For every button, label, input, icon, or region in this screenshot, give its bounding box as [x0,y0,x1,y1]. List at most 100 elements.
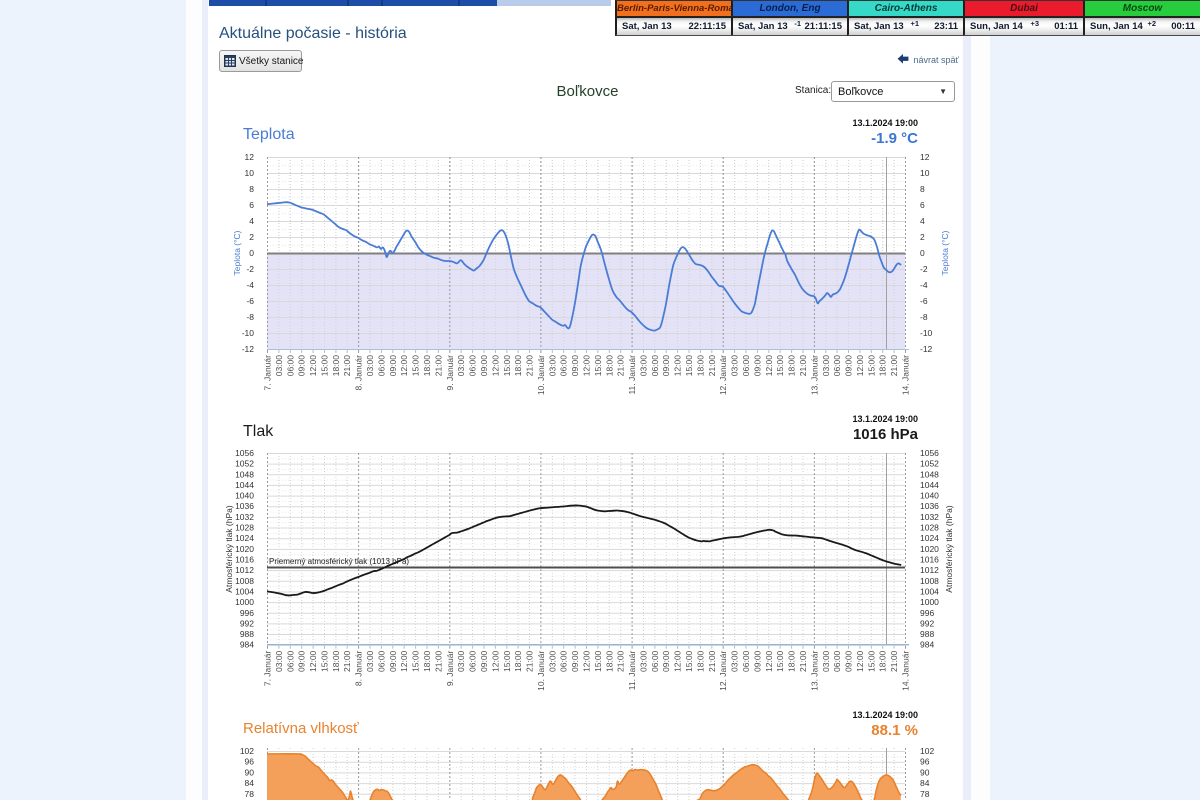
svg-text:1040: 1040 [920,491,939,501]
svg-text:03:00: 03:00 [274,355,284,377]
svg-text:84: 84 [245,778,255,788]
svg-text:21:00: 21:00 [889,355,899,377]
svg-text:09:00: 09:00 [479,650,489,672]
svg-text:0: 0 [249,248,254,258]
svg-text:-6: -6 [246,296,254,306]
svg-text:13. Január: 13. Január [809,651,819,691]
svg-text:15:00: 15:00 [593,650,603,672]
svg-text:18:00: 18:00 [695,650,705,672]
svg-text:13. Január: 13. Január [809,355,819,395]
svg-text:18:00: 18:00 [331,355,341,377]
svg-text:1032: 1032 [235,512,254,522]
svg-text:4: 4 [920,216,925,226]
svg-text:6: 6 [920,200,925,210]
svg-text:10: 10 [920,168,930,178]
svg-text:06:00: 06:00 [559,355,569,377]
svg-text:1020: 1020 [920,544,939,554]
svg-text:03:00: 03:00 [547,650,557,672]
svg-text:-4: -4 [920,280,928,290]
svg-text:21:00: 21:00 [525,355,535,377]
svg-text:12:00: 12:00 [673,355,683,377]
svg-text:03:00: 03:00 [365,355,375,377]
svg-text:1036: 1036 [235,501,254,511]
svg-text:15:00: 15:00 [593,355,603,377]
svg-text:12. Január: 12. Január [718,355,728,395]
svg-text:1040: 1040 [235,491,254,501]
svg-text:15:00: 15:00 [775,650,785,672]
svg-text:Teplota (°C): Teplota (°C) [232,230,242,275]
svg-text:1020: 1020 [235,544,254,554]
svg-text:15:00: 15:00 [320,650,330,672]
svg-text:21:00: 21:00 [707,650,717,672]
svg-text:2: 2 [249,232,254,242]
svg-text:1024: 1024 [235,533,254,543]
svg-text:09:00: 09:00 [388,650,398,672]
svg-text:8: 8 [249,184,254,194]
svg-text:03:00: 03:00 [639,650,649,672]
svg-text:7. Január: 7. Január [263,355,273,391]
svg-text:10. Január: 10. Január [536,355,546,395]
svg-text:12:00: 12:00 [490,355,500,377]
svg-text:15:00: 15:00 [775,355,785,377]
svg-text:06:00: 06:00 [468,650,478,672]
svg-text:09:00: 09:00 [297,355,307,377]
svg-text:06:00: 06:00 [285,650,295,672]
svg-text:1016: 1016 [235,555,254,565]
svg-text:03:00: 03:00 [730,650,740,672]
svg-text:78: 78 [245,789,255,799]
svg-text:03:00: 03:00 [821,650,831,672]
svg-text:102: 102 [240,746,254,756]
svg-text:15:00: 15:00 [502,650,512,672]
svg-text:1024: 1024 [920,533,939,543]
svg-text:-2: -2 [246,264,254,274]
svg-text:21:00: 21:00 [707,355,717,377]
svg-text:12:00: 12:00 [764,650,774,672]
svg-text:09:00: 09:00 [752,355,762,377]
svg-text:06:00: 06:00 [376,650,386,672]
svg-text:12: 12 [245,152,255,162]
svg-text:15:00: 15:00 [866,650,876,672]
svg-text:-8: -8 [920,312,928,322]
svg-text:03:00: 03:00 [456,650,466,672]
svg-text:09:00: 09:00 [388,355,398,377]
svg-text:15:00: 15:00 [411,355,421,377]
svg-text:-10: -10 [242,328,255,338]
svg-text:06:00: 06:00 [832,355,842,377]
svg-text:09:00: 09:00 [844,355,854,377]
svg-text:102: 102 [920,746,934,756]
svg-text:1004: 1004 [235,587,254,597]
svg-text:09:00: 09:00 [570,355,580,377]
svg-text:18:00: 18:00 [878,650,888,672]
svg-text:Priemerný atmosférický tlak (1: Priemerný atmosférický tlak (1013 hPa) [269,557,409,566]
svg-text:21:00: 21:00 [889,650,899,672]
svg-text:18:00: 18:00 [513,355,523,377]
svg-text:10: 10 [245,168,255,178]
svg-text:996: 996 [240,608,254,618]
svg-text:0: 0 [920,248,925,258]
svg-text:21:00: 21:00 [616,650,626,672]
svg-text:-12: -12 [920,344,933,354]
svg-text:15:00: 15:00 [502,355,512,377]
svg-text:15:00: 15:00 [320,355,330,377]
svg-text:06:00: 06:00 [741,355,751,377]
svg-text:1012: 1012 [235,565,254,575]
svg-text:988: 988 [240,629,254,639]
svg-text:96: 96 [920,757,930,767]
svg-text:09:00: 09:00 [661,355,671,377]
svg-text:1036: 1036 [920,501,939,511]
svg-text:06:00: 06:00 [285,355,295,377]
svg-text:09:00: 09:00 [752,650,762,672]
svg-text:4: 4 [249,216,254,226]
svg-text:1052: 1052 [920,459,939,469]
svg-text:21:00: 21:00 [798,355,808,377]
svg-text:03:00: 03:00 [730,355,740,377]
svg-text:996: 996 [920,608,934,618]
svg-text:06:00: 06:00 [376,355,386,377]
svg-text:18:00: 18:00 [695,355,705,377]
svg-text:Teplota (°C): Teplota (°C) [940,230,950,275]
svg-text:15:00: 15:00 [411,650,421,672]
svg-text:09:00: 09:00 [297,650,307,672]
svg-text:1056: 1056 [920,448,939,458]
svg-text:09:00: 09:00 [844,650,854,672]
svg-text:1048: 1048 [235,469,254,479]
